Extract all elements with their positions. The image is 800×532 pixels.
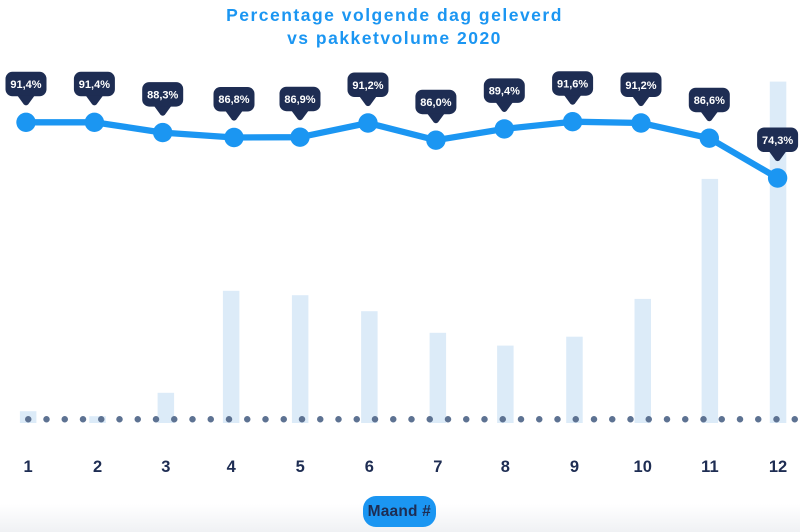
svg-text:9: 9 (570, 458, 579, 476)
svg-text:3: 3 (161, 458, 170, 476)
svg-text:6: 6 (365, 458, 374, 476)
svg-text:86,8%: 86,8% (218, 94, 249, 106)
svg-text:91,6%: 91,6% (557, 79, 588, 91)
svg-text:88,3%: 88,3% (147, 89, 178, 101)
svg-text:91,4%: 91,4% (79, 79, 110, 91)
svg-text:91,4%: 91,4% (10, 79, 41, 91)
svg-text:91,2%: 91,2% (625, 80, 656, 92)
svg-text:89,4%: 89,4% (489, 86, 520, 98)
svg-text:91,2%: 91,2% (352, 80, 383, 92)
svg-text:1: 1 (24, 458, 33, 476)
svg-text:8: 8 (501, 458, 510, 476)
svg-text:74,3%: 74,3% (762, 135, 793, 147)
svg-text:4: 4 (227, 458, 237, 476)
svg-text:2: 2 (93, 458, 102, 476)
svg-text:10: 10 (634, 458, 652, 476)
svg-text:7: 7 (433, 458, 442, 476)
svg-text:86,0%: 86,0% (420, 97, 451, 109)
svg-text:5: 5 (296, 458, 305, 476)
svg-text:86,9%: 86,9% (284, 94, 315, 106)
svg-text:12: 12 (769, 458, 787, 476)
svg-text:86,6%: 86,6% (694, 95, 725, 107)
svg-text:11: 11 (701, 458, 718, 476)
